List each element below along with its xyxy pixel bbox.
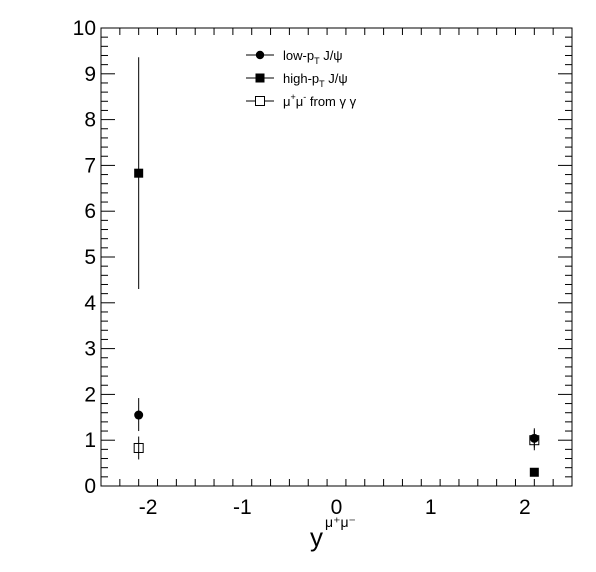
y-tick-label: 5 — [84, 246, 96, 269]
legend-marker-low-pt — [256, 51, 264, 59]
legend-label-high-pt: high-pT J/ψ — [283, 71, 348, 89]
x-tick-label: -1 — [233, 496, 252, 519]
data-point-high-pt — [134, 169, 143, 178]
y-tick-label: 9 — [84, 63, 96, 86]
legend-label-low-pt: low-pT J/ψ — [283, 48, 343, 66]
legend-marker-gamma-gamma — [256, 97, 265, 106]
y-tick-label: 2 — [84, 383, 96, 406]
legend-entry-high-pt: high-pT J/ψ — [246, 71, 348, 89]
y-tick-label: 0 — [84, 475, 96, 498]
legend: low-pT J/ψ high-pT J/ψ μ+μ- from γ γ — [246, 48, 357, 109]
legend-label-gamma-gamma: μ+μ- from γ γ — [283, 92, 357, 109]
y-tick-label: 6 — [84, 200, 96, 223]
data-points — [134, 57, 539, 476]
legend-entry-gamma-gamma: μ+μ- from γ γ — [246, 92, 357, 109]
x-axis-title: y — [310, 522, 323, 552]
data-point-low-pt — [134, 411, 143, 420]
x-tick-label: 2 — [519, 496, 531, 519]
x-axis-title-superscript: μ⁺μ⁻ — [325, 514, 356, 530]
x-tick-label: 1 — [425, 496, 437, 519]
data-point-high-pt — [530, 468, 539, 477]
y-tick-label: 4 — [84, 292, 96, 315]
y-tick-label: 10 — [73, 17, 96, 40]
legend-marker-high-pt — [256, 74, 265, 83]
y-tick-label: 1 — [84, 429, 96, 452]
x-tick-label: -2 — [139, 496, 158, 519]
y-tick-label: 8 — [84, 109, 96, 132]
y-tick-label: 7 — [84, 154, 96, 177]
y-tick-label: 3 — [84, 338, 96, 361]
legend-entry-low-pt: low-pT J/ψ — [246, 48, 343, 66]
